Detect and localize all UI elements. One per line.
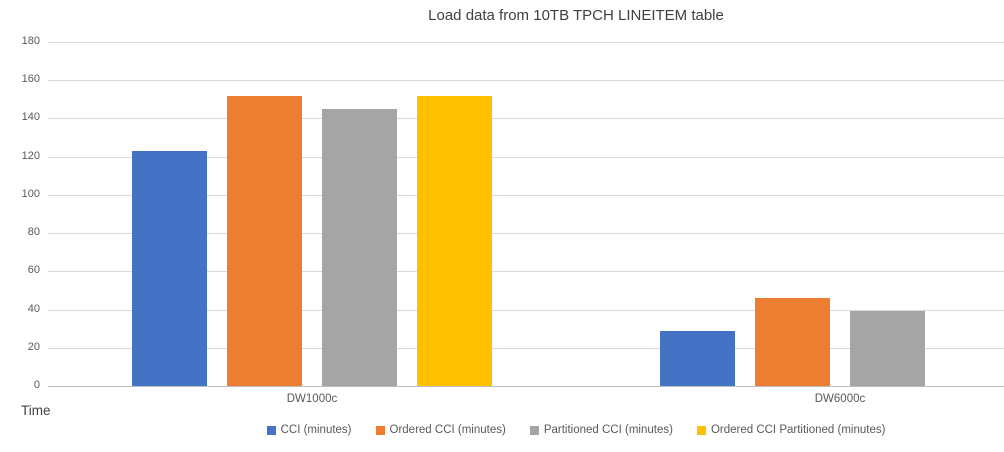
y-tick-label: 120	[21, 149, 40, 162]
chart-title: Load data from 10TB TPCH LINEITEM table	[428, 7, 724, 24]
plot-area	[48, 42, 1004, 387]
bar-group-dw6000c	[576, 42, 1004, 386]
category-label-dw1000c: DW1000c	[286, 393, 338, 405]
bar-slot	[132, 42, 207, 386]
legend-item-3: Ordered CCI Partitioned (minutes)	[696, 424, 886, 436]
legend-item-1: Ordered CCI (minutes)	[375, 424, 506, 436]
bar-slot	[850, 42, 925, 386]
bar-slot	[322, 42, 397, 386]
gridline	[48, 194, 1004, 196]
gridline	[48, 42, 1004, 43]
legend-item-0: CCI (minutes)	[266, 424, 352, 436]
legend-swatch-icon	[529, 425, 539, 435]
bar-dw1000c-series-3	[417, 95, 492, 386]
legend-label: CCI (minutes)	[280, 424, 352, 436]
category-label-dw6000c: DW6000c	[814, 393, 866, 405]
gridline	[48, 118, 1004, 120]
y-tick-label: 140	[21, 111, 40, 124]
bar-dw6000c-series-1	[755, 298, 830, 386]
y-tick-label: 180	[21, 35, 40, 47]
legend-label: Ordered CCI Partitioned (minutes)	[710, 424, 886, 436]
bar-dw1000c-series-0	[132, 150, 207, 386]
y-tick-label: 0	[33, 379, 40, 391]
bar-slot	[227, 42, 302, 386]
legend-swatch-icon	[375, 425, 385, 435]
gridline	[48, 233, 1004, 235]
y-tick-label: 40	[27, 302, 40, 315]
y-tick-label: 20	[27, 340, 40, 353]
y-tick-label: 60	[27, 264, 40, 277]
y-tick-label: 80	[27, 226, 40, 239]
gridline	[48, 309, 1004, 311]
gridline	[48, 80, 1004, 82]
bar-slot	[417, 42, 492, 386]
legend-item-2: Partitioned CCI (minutes)	[529, 424, 673, 436]
bar-slot	[945, 42, 1004, 386]
bar-dw6000c-series-0	[660, 330, 735, 386]
gridline	[48, 156, 1004, 158]
bar-slot	[660, 42, 735, 386]
legend-label: Ordered CCI (minutes)	[389, 424, 506, 436]
x-axis-line	[48, 386, 1004, 387]
gridline	[48, 271, 1004, 273]
bar-slot	[755, 42, 830, 386]
legend-swatch-icon	[696, 425, 706, 435]
gridline	[48, 347, 1004, 349]
bar-dw1000c-series-1	[227, 95, 302, 386]
legend: CCI (minutes) Ordered CCI (minutes) Partit…	[48, 424, 1004, 436]
bar-group-dw1000c	[48, 42, 576, 386]
bar-dw1000c-series-2	[322, 108, 397, 386]
legend-label: Partitioned CCI (minutes)	[543, 424, 673, 436]
bar-dw6000c-series-2	[850, 311, 925, 386]
y-tick-label: 100	[21, 187, 40, 200]
legend-swatch-icon	[266, 425, 276, 435]
y-axis-title: Time	[21, 403, 51, 418]
y-tick-label: 160	[21, 73, 40, 86]
